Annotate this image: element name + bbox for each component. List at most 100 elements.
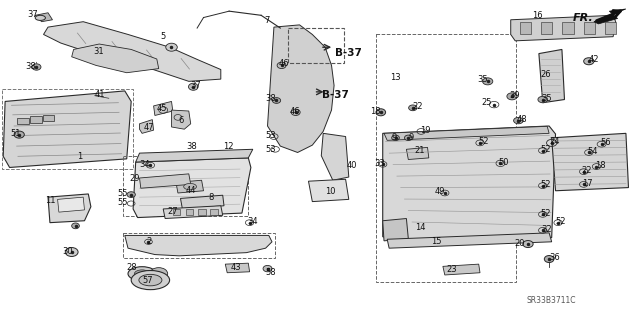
Bar [376,34,516,282]
Text: B-37: B-37 [322,90,349,100]
Text: 44: 44 [186,186,196,195]
Text: 22: 22 [413,102,423,111]
Ellipse shape [65,248,78,256]
Polygon shape [225,263,250,273]
Ellipse shape [514,117,524,124]
Text: 39: 39 [509,91,520,100]
Text: 55: 55 [118,189,128,198]
Polygon shape [44,22,221,81]
Text: 52: 52 [541,145,551,154]
Bar [2,89,133,169]
Text: 42: 42 [589,56,599,64]
Polygon shape [140,174,191,188]
Text: 53: 53 [266,145,276,154]
Bar [198,209,206,215]
Polygon shape [58,197,84,212]
Text: 38: 38 [26,63,36,71]
Text: 31: 31 [93,47,104,56]
Polygon shape [384,126,549,140]
Ellipse shape [409,105,417,111]
Text: 6: 6 [178,116,183,125]
Circle shape [35,15,45,20]
Ellipse shape [404,135,412,140]
Text: 54: 54 [588,147,598,156]
Polygon shape [35,13,52,22]
Text: 18: 18 [595,161,606,170]
Text: 7: 7 [264,16,269,25]
Text: 38: 38 [266,94,276,103]
Text: 10: 10 [325,187,335,196]
Bar [17,118,29,124]
Text: 36: 36 [549,253,560,262]
Bar [173,209,180,215]
Text: 35: 35 [477,75,488,84]
Bar [520,22,531,34]
Ellipse shape [277,62,286,69]
Ellipse shape [127,192,136,197]
Ellipse shape [72,223,79,229]
Bar [563,22,574,34]
Text: 9: 9 [408,133,413,142]
Text: 43: 43 [230,263,241,272]
Polygon shape [321,133,349,180]
Text: 52: 52 [541,180,551,189]
Text: 51: 51 [11,130,21,138]
Polygon shape [172,110,191,129]
Polygon shape [163,206,223,219]
Text: FR.: FR. [573,12,593,23]
Text: 33: 33 [374,159,385,168]
Polygon shape [443,264,480,275]
Bar [30,116,42,123]
Text: 2: 2 [146,237,151,246]
Ellipse shape [291,109,300,115]
Polygon shape [154,101,173,115]
Bar [288,28,344,63]
Polygon shape [511,15,616,41]
Polygon shape [3,91,131,167]
Text: 23: 23 [447,265,458,274]
Text: 24: 24 [549,137,559,146]
Text: SR33B3711C: SR33B3711C [526,296,575,305]
Text: 5: 5 [160,32,165,41]
Text: 35: 35 [541,94,552,103]
Text: 29: 29 [129,174,140,183]
Text: 25: 25 [481,98,492,107]
Text: 13: 13 [390,73,401,82]
Text: B-37: B-37 [335,48,362,58]
Ellipse shape [538,96,548,103]
Text: 48: 48 [517,115,528,124]
Ellipse shape [263,265,272,272]
Polygon shape [48,194,91,223]
Bar [123,156,248,216]
Text: 41: 41 [95,90,105,99]
Polygon shape [594,9,626,24]
Polygon shape [140,120,154,133]
Ellipse shape [32,64,41,70]
Text: 28: 28 [127,263,138,272]
Text: 47: 47 [144,123,155,132]
Text: 34: 34 [140,160,150,169]
Text: 12: 12 [223,142,233,151]
Text: 8: 8 [208,193,213,202]
Bar [43,115,54,121]
Text: 58: 58 [266,268,276,277]
Text: 21: 21 [415,146,425,155]
Circle shape [134,270,150,278]
Text: 40: 40 [347,161,357,170]
Text: 45: 45 [157,104,167,113]
Text: 50: 50 [498,158,508,167]
Text: 46: 46 [278,59,289,68]
Polygon shape [383,126,556,245]
Text: 26: 26 [541,70,552,78]
Ellipse shape [392,135,399,140]
Polygon shape [383,219,408,241]
Text: 14: 14 [415,223,425,232]
Text: 57: 57 [142,276,153,285]
Ellipse shape [523,241,533,248]
Ellipse shape [188,83,198,90]
Bar [605,22,616,34]
Text: 37: 37 [191,81,202,90]
Ellipse shape [14,131,24,138]
Text: 1: 1 [77,152,82,161]
Bar [541,22,552,34]
